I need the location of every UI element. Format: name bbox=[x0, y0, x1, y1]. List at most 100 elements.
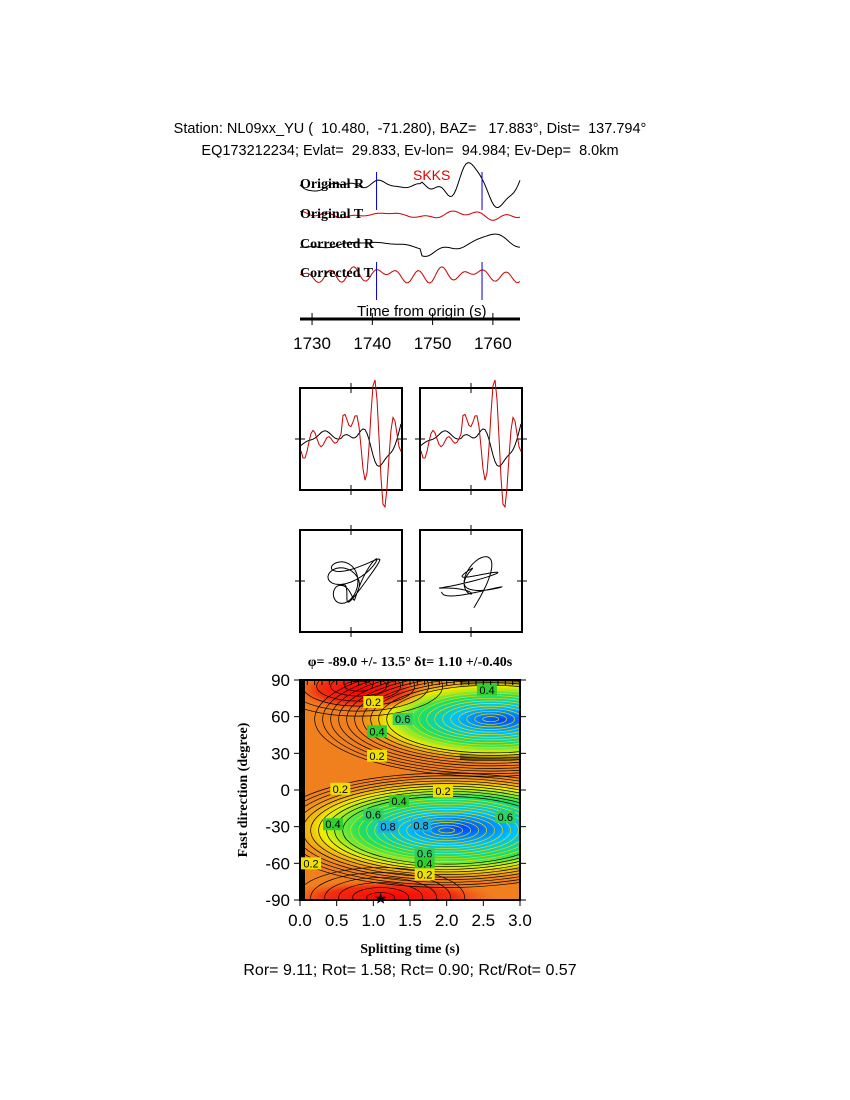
contour-line bbox=[438, 827, 456, 834]
contour-label-bg bbox=[495, 810, 516, 823]
contour-line bbox=[300, 680, 429, 712]
contour-label-bg bbox=[433, 785, 453, 798]
y-tick-label: 60 bbox=[271, 708, 290, 727]
contour-label: 0.6 bbox=[366, 809, 381, 821]
contour-line bbox=[310, 872, 451, 900]
x-tick-label: 1750 bbox=[414, 334, 452, 353]
time-axis-label: Time from origin (s) bbox=[357, 303, 486, 320]
box-frame bbox=[299, 387, 403, 491]
contour-label: 0.8 bbox=[413, 820, 428, 832]
contour-label: 0.2 bbox=[366, 697, 381, 709]
splitting-contour-plot: 0.20.60.40.40.20.2 0.20.40.6 0.60.8 0.80.40… bbox=[236, 655, 532, 957]
contour-label-bg bbox=[330, 782, 351, 795]
contour-label-bg bbox=[414, 857, 435, 870]
best-fit-star-marker bbox=[375, 892, 387, 904]
box-frame bbox=[419, 387, 523, 491]
contour-label: 0.6 bbox=[498, 812, 513, 824]
particle-motion bbox=[439, 556, 503, 609]
contour-label-bg bbox=[414, 847, 435, 860]
waveform bbox=[420, 379, 522, 509]
contour-line bbox=[316, 680, 402, 702]
contour-label: 0.2 bbox=[369, 751, 384, 763]
trace-original-r bbox=[299, 162, 521, 209]
x-tick-label: 1730 bbox=[293, 334, 331, 353]
contour-line bbox=[354, 680, 520, 764]
contour-line bbox=[450, 705, 520, 733]
contour-label-bg bbox=[367, 749, 387, 762]
contour-line bbox=[374, 806, 520, 855]
event-info: EQ173212234; Evlat= 29.833, Ev-lon= 94.9… bbox=[201, 143, 619, 159]
x-tick-label: 1740 bbox=[353, 334, 391, 353]
y-axis-label: Fast direction (degree) bbox=[236, 722, 251, 857]
contour-line bbox=[352, 887, 410, 900]
contour-label-bg bbox=[477, 683, 497, 696]
waveform-comparison-box bbox=[295, 379, 407, 509]
y-tick-label: -60 bbox=[265, 854, 290, 873]
contour-line bbox=[406, 816, 488, 844]
contour-line bbox=[362, 680, 520, 762]
contour-label-bg bbox=[414, 868, 435, 881]
x-tick-label: 3.0 bbox=[508, 911, 532, 930]
contour-label: 0.4 bbox=[325, 819, 340, 831]
contour-label-bg bbox=[378, 820, 398, 833]
x-tick-label: 2.5 bbox=[472, 911, 496, 930]
contour-line bbox=[482, 716, 500, 723]
contour-line bbox=[300, 772, 520, 888]
x-tick-label: 1.5 bbox=[398, 911, 422, 930]
particle-motion-box bbox=[295, 525, 407, 637]
contour-line bbox=[474, 713, 508, 725]
contour-label: 0.2 bbox=[435, 786, 450, 798]
contour-line bbox=[434, 700, 520, 738]
contour-label-bg bbox=[367, 725, 387, 738]
y-tick-label: 90 bbox=[271, 671, 290, 690]
contour-line bbox=[426, 697, 520, 741]
trace-label-corrected-r: Corrected R bbox=[300, 237, 375, 252]
contour-label: 0.2 bbox=[417, 869, 432, 881]
trace-corrected-t bbox=[299, 266, 521, 284]
x-tick-label: 1760 bbox=[474, 334, 512, 353]
waveform bbox=[300, 379, 402, 509]
phase-label: SKKS bbox=[413, 167, 450, 183]
waveform-comparison-box bbox=[415, 379, 527, 509]
trace-label-original-r: Original R bbox=[300, 177, 365, 192]
waveform-panel: Original R Original T Corrected R Correc… bbox=[293, 162, 521, 353]
contour-label: 0.6 bbox=[395, 714, 410, 726]
x-tick-label: 2.0 bbox=[435, 911, 459, 930]
trace-original-t bbox=[299, 210, 521, 221]
contour-line bbox=[300, 775, 520, 886]
x-tick-label: 0.0 bbox=[288, 911, 312, 930]
contour-line bbox=[366, 803, 520, 857]
contour-line bbox=[300, 680, 443, 717]
trace-label-corrected-t: Corrected T bbox=[300, 266, 374, 281]
contour-line bbox=[338, 882, 424, 900]
contour-line bbox=[314, 680, 520, 777]
y-tick-label: -30 bbox=[265, 818, 290, 837]
contour-label-bg bbox=[363, 808, 384, 821]
contour-line bbox=[442, 703, 520, 736]
comparison-panels bbox=[295, 379, 527, 637]
contour-line bbox=[300, 777, 520, 883]
particle-motion-box bbox=[415, 525, 527, 637]
contour-label-bg bbox=[363, 696, 384, 708]
contour-label: 0.4 bbox=[391, 796, 406, 808]
splitting-quality-summary: Ror= 9.11; Rot= 1.58; Rct= 0.90; Rct/Rot… bbox=[243, 962, 577, 979]
y-tick-label: 30 bbox=[271, 744, 290, 763]
y-tick-label: -90 bbox=[265, 891, 290, 910]
waveform bbox=[420, 423, 522, 467]
contour-label: 0.4 bbox=[417, 858, 432, 870]
contour-label-bg bbox=[392, 713, 413, 726]
x-tick-label: 0.5 bbox=[325, 911, 349, 930]
y-tick-label: 0 bbox=[281, 781, 290, 800]
contour-label-bg bbox=[301, 857, 321, 870]
contour-line bbox=[330, 680, 520, 772]
contour-label: 0.8 bbox=[380, 822, 395, 834]
box-frame bbox=[299, 529, 403, 633]
waveform bbox=[300, 423, 402, 467]
contour-label: 0.4 bbox=[479, 685, 494, 697]
contour-line bbox=[358, 801, 520, 860]
contour-line bbox=[350, 798, 520, 862]
contour-label-bg bbox=[411, 819, 431, 832]
contour-line bbox=[300, 780, 520, 881]
contour-line bbox=[458, 708, 520, 730]
contour-line bbox=[366, 892, 396, 900]
